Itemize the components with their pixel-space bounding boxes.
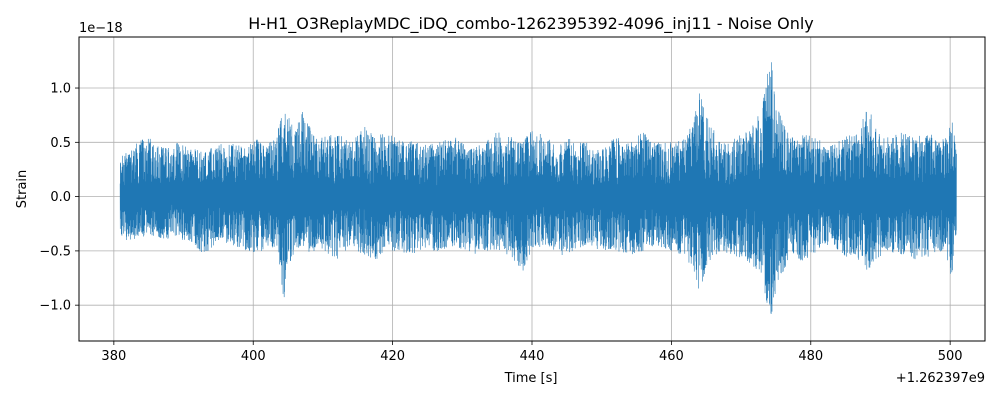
x-tick-label: 480 — [798, 349, 823, 364]
y-tick-label: −0.5 — [39, 244, 71, 259]
y-tick-label: −1.0 — [39, 299, 71, 314]
strain-series-line — [119, 62, 957, 314]
x-tick-label: 400 — [241, 349, 266, 364]
x-tick-label: 380 — [101, 349, 126, 364]
x-tick-label: 420 — [380, 349, 405, 364]
y-tick-label: 1.0 — [50, 82, 71, 97]
y-scale-label: 1e−18 — [79, 21, 123, 36]
y-axis-ticks: −1.0 −0.5 0.0 0.5 1.0 — [39, 82, 79, 314]
x-tick-label: 460 — [659, 349, 684, 364]
x-axis-ticks: 380 400 420 440 460 480 500 — [101, 341, 963, 364]
chart-title: H-H1_O3ReplayMDC_iDQ_combo-1262395392-40… — [248, 14, 814, 34]
series-group — [119, 62, 957, 314]
y-tick-label: 0.0 — [50, 190, 71, 205]
x-axis-label: Time [s] — [504, 371, 558, 386]
x-tick-label: 440 — [520, 349, 545, 364]
x-tick-label: 500 — [938, 349, 963, 364]
x-offset-label: +1.262397e9 — [896, 371, 985, 386]
y-axis-label: Strain — [15, 170, 30, 209]
y-tick-label: 0.5 — [50, 136, 71, 151]
